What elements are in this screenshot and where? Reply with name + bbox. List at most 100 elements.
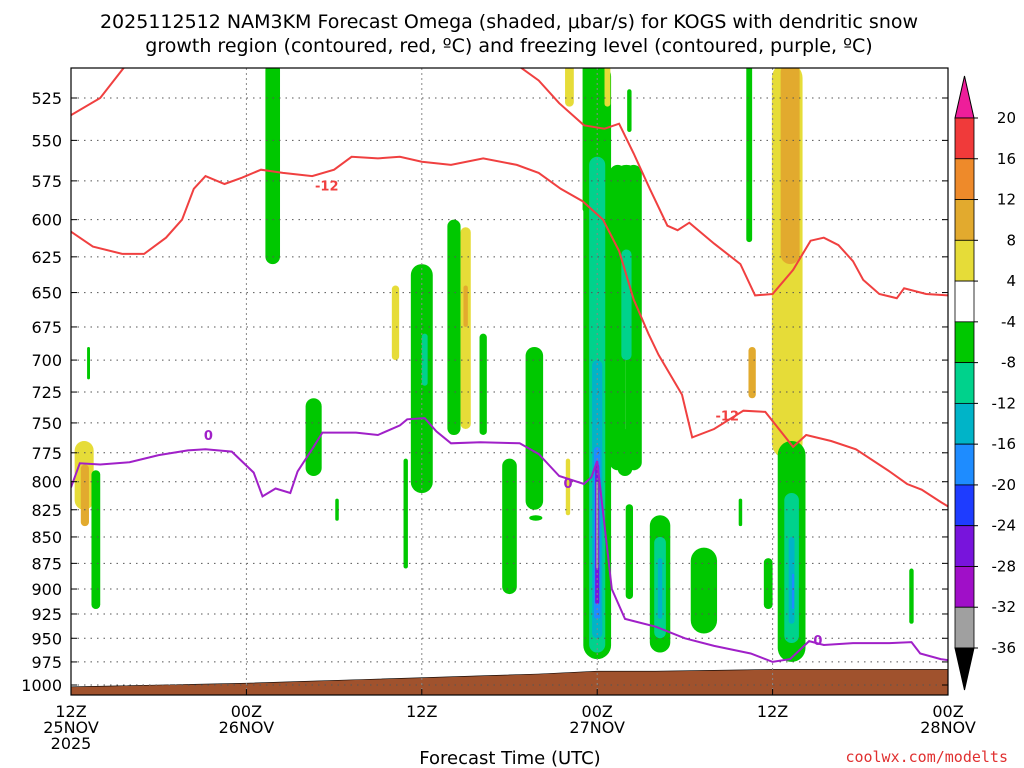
omega-cell xyxy=(305,398,322,477)
y-tick-label: 1000 xyxy=(21,676,62,695)
contour-line--12 xyxy=(71,155,948,508)
terrain-layer xyxy=(71,669,948,695)
contour-line-0 xyxy=(71,417,948,663)
colorbar-label: -12 xyxy=(992,394,1017,412)
colorbar-swatch xyxy=(954,117,975,160)
omega-cell xyxy=(460,227,471,429)
x-tick-label: 12Z xyxy=(757,702,788,721)
omega-cell xyxy=(909,568,914,624)
omega-cell xyxy=(627,89,632,133)
terrain-surface xyxy=(71,669,948,695)
omega-cell xyxy=(738,498,743,527)
colorbar-swatch xyxy=(954,280,975,323)
omega-cell xyxy=(87,346,91,380)
plot-frame xyxy=(70,67,949,696)
colorbar-label: 4 xyxy=(1006,272,1016,290)
x-tick-label: 00Z xyxy=(932,702,963,721)
omega-cell xyxy=(625,504,634,600)
x-tick-label: 28NOV xyxy=(920,718,976,737)
omega-cell xyxy=(763,558,773,610)
colorbar-label: 8 xyxy=(1006,231,1016,249)
y-tick-label: 700 xyxy=(31,351,62,370)
omega-cell xyxy=(447,219,461,435)
omega-cell xyxy=(479,333,487,435)
colorbar-label: 16 xyxy=(997,150,1016,168)
colorbar-swatch xyxy=(954,158,975,200)
omega-cell xyxy=(748,346,756,399)
colorbar-swatch xyxy=(954,566,975,608)
y-tick-label: 900 xyxy=(31,580,62,599)
y-tick-label: 875 xyxy=(31,554,62,573)
credit-text: coolwx.com/modelts xyxy=(845,748,1008,766)
x-tick-label: 00Z xyxy=(231,702,262,721)
y-tick-label: 625 xyxy=(31,248,62,267)
x-tick-label: 00Z xyxy=(582,702,613,721)
contour-label: 0 xyxy=(813,634,822,649)
colorbar-swatch xyxy=(954,402,975,445)
contour-label: -12 xyxy=(315,180,339,195)
colorbar-top-triangle xyxy=(954,75,975,119)
omega-cell xyxy=(80,464,89,527)
y-tick-label: 950 xyxy=(31,629,62,648)
colorbar-swatch xyxy=(954,606,975,649)
y-tick-label: 650 xyxy=(31,284,62,303)
y-tick-label: 750 xyxy=(31,414,62,433)
omega-cell xyxy=(529,515,543,521)
contour-label: -12 xyxy=(716,410,740,425)
colorbar-label: -8 xyxy=(1001,354,1016,372)
colorbar-label: 20 xyxy=(997,109,1016,127)
colorbar-label: 12 xyxy=(997,191,1016,209)
axis-layer: 525 550 575 600 625 650 675 700 725 750 775 800 825 8… xyxy=(21,89,976,753)
omega-cell xyxy=(265,68,281,265)
omega-cell xyxy=(403,458,408,569)
y-tick-label: 675 xyxy=(31,318,62,337)
contour-line--12 xyxy=(519,68,948,300)
colorbar-label: -32 xyxy=(992,598,1017,616)
omega-cell xyxy=(611,164,642,250)
omega-cell xyxy=(604,68,611,107)
colorbar-swatch xyxy=(954,362,975,404)
colorbar-label: -20 xyxy=(992,476,1017,494)
y-tick-label: 550 xyxy=(31,131,62,150)
contour-label: 0 xyxy=(563,477,572,492)
colorbar-swatch xyxy=(954,443,975,486)
omega-cell xyxy=(657,558,663,619)
omega-cell xyxy=(91,470,101,610)
x-tick-label: 12Z xyxy=(406,702,437,721)
omega-shading-layer xyxy=(74,68,914,662)
x-tick-label: 2025 xyxy=(51,734,92,753)
y-tick-label: 800 xyxy=(31,473,62,492)
omega-cell xyxy=(621,249,632,361)
omega-cell xyxy=(565,458,571,516)
chart-title-line-2: growth region (contoured, red, ºC) and f… xyxy=(145,35,872,57)
colorbar-label: -4 xyxy=(1001,313,1016,331)
y-tick-label: 850 xyxy=(31,528,62,547)
colorbar-label: -16 xyxy=(992,435,1017,453)
x-axis-label: Forecast Time (UTC) xyxy=(419,748,600,768)
colorbar-swatch xyxy=(954,321,975,364)
grid-layer xyxy=(71,68,948,695)
contour-layer: -12 -12 0 0 0 xyxy=(71,68,948,663)
colorbar-swatch xyxy=(954,525,975,567)
omega-cell xyxy=(565,68,574,107)
contour-line--12 xyxy=(71,68,126,117)
y-tick-label: 825 xyxy=(31,501,62,520)
colorbar-bottom-triangle xyxy=(954,647,975,691)
omega-cell xyxy=(791,573,795,610)
omega-cell xyxy=(463,285,468,327)
y-tick-label: 575 xyxy=(31,172,62,191)
colorbar: 20 16 12 8 4 -4 -8 -12 -16 -20 -24 -28 -32 -36 xyxy=(954,75,1017,691)
y-tick-label: 525 xyxy=(31,89,62,108)
colorbar-label: -28 xyxy=(992,557,1017,575)
omega-cell xyxy=(746,68,753,243)
omega-cell xyxy=(525,346,544,510)
omega-cell xyxy=(596,481,599,569)
omega-cell xyxy=(391,285,400,361)
x-tick-label: 25NOV xyxy=(43,718,99,737)
y-tick-label: 775 xyxy=(31,444,62,463)
x-tick-label: 27NOV xyxy=(569,718,625,737)
x-tick-label: 12Z xyxy=(55,702,86,721)
colorbar-label: -36 xyxy=(992,639,1017,657)
y-tick-label: 975 xyxy=(31,653,62,672)
